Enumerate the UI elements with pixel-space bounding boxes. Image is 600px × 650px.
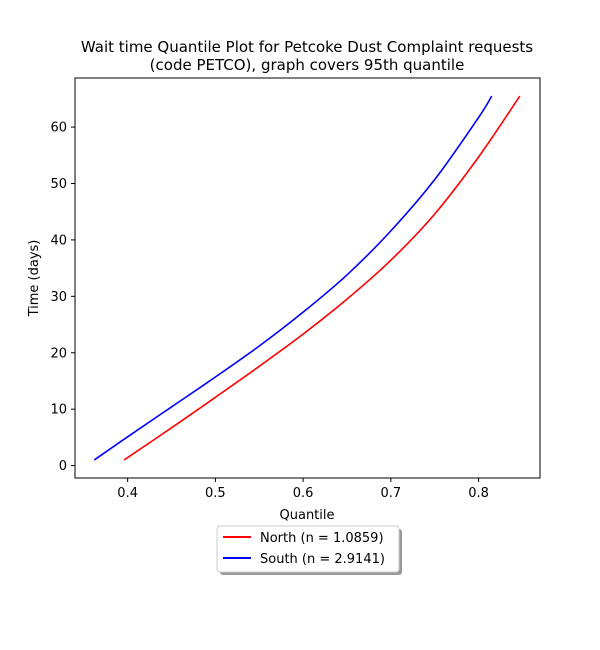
legend: North (n = 1.0859) South (n = 2.9141) [216,525,402,575]
legend-box [216,525,400,573]
y-tick-label: 50 [50,177,67,192]
x-axis-label: Quantile [280,508,335,523]
x-tick-label: 0.4 [117,486,138,501]
y-axis-label: Time (days) [27,240,42,318]
series-line-south [93,95,493,461]
y-tick-label: 0 [59,459,67,474]
x-tick-label: 0.6 [293,486,314,501]
y-tick-label: 30 [50,290,67,305]
x-axis-ticks: 0.4 0.5 0.6 0.7 0.8 [117,478,489,501]
y-tick-label: 60 [50,121,67,136]
legend-label-north: North (n = 1.0859) [260,531,384,546]
plot-frame [74,77,541,479]
plot-area [93,95,521,461]
legend-label-south: South (n = 2.9141) [260,552,385,567]
y-tick-label: 40 [50,233,67,248]
series-line-north [123,95,521,461]
x-tick-label: 0.8 [468,486,489,501]
x-tick-label: 0.5 [205,486,226,501]
chart-title-line-1: Wait time Quantile Plot for Petcoke Dust… [81,38,533,56]
y-tick-label: 20 [50,346,67,361]
x-tick-label: 0.7 [381,486,402,501]
chart-title-line-2: (code PETCO), graph covers 95th quantile [150,56,465,74]
y-axis-ticks: 0 10 20 30 40 50 60 [50,121,75,474]
y-tick-label: 10 [50,403,67,418]
